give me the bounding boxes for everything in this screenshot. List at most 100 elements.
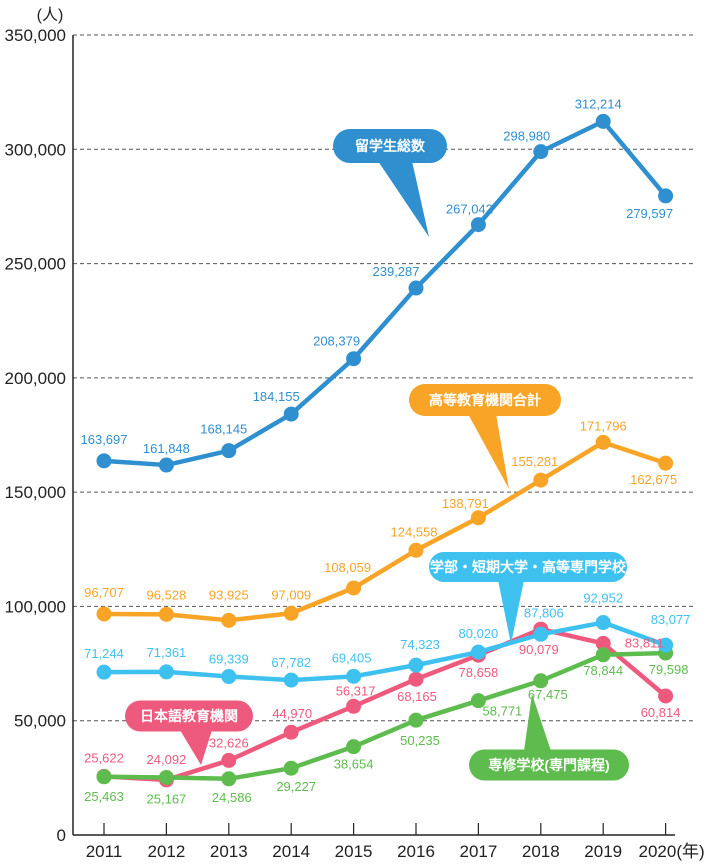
data-label: 69,339 [209,652,249,667]
data-label: 32,626 [209,735,249,750]
data-point-total [283,406,299,422]
data-label: 80,020 [459,626,499,641]
data-point-japanese-language [658,688,674,704]
data-point-higher-ed-total [221,612,237,628]
data-point-total [346,351,362,367]
callout-label: 留学生総数 [355,138,426,154]
series-undergrad-juniorcollege-kosen [96,615,674,688]
data-point-japanese-language [408,671,424,687]
data-point-total [408,280,424,296]
data-label: 208,379 [313,334,360,349]
data-point-japanese-language [221,752,237,768]
data-label: 279,597 [626,206,673,221]
data-point-total [595,113,611,129]
x-axis-tick-label: 2015 [335,842,373,861]
callout-label: 専修学校(専門課程) [488,757,609,773]
data-point-japanese-language [346,698,362,714]
callout-bubble [469,749,629,781]
data-point-senshu-gakko [283,760,299,776]
data-label-layer: 163,697 161,848 168,145 184,155 208,379 239,2… [81,96,691,806]
data-label: 184,155 [253,389,300,404]
data-point-undergrad-juniorcollege-kosen [408,657,424,673]
data-labels-japanese-language: 25,622 24,092 32,626 44,970 56,317 68,165 78,6… [84,635,680,767]
data-label: 124,558 [391,524,438,539]
data-point-senshu-gakko [470,693,486,709]
data-label: 161,848 [143,441,190,456]
data-label: 58,771 [483,704,523,719]
y-axis-tick-label: 0 [57,826,66,845]
data-label: 67,475 [528,687,568,702]
axes [72,35,675,836]
series-line-higher-ed-total [101,440,668,623]
series-line-senshu-gakko [101,650,668,782]
data-label: 71,361 [147,645,187,660]
data-label: 93,925 [209,587,249,602]
x-axis-tick-label: 2018 [522,842,560,861]
data-labels-senshu-gakko: 25,463 25,167 24,586 29,227 38,654 50,235 58,7… [84,662,688,806]
data-point-senshu-gakko [595,647,611,663]
data-label: 78,844 [583,663,623,678]
data-label: 87,806 [524,605,564,620]
series-line-japanese-language [101,626,668,783]
data-label: 44,970 [272,706,312,721]
callout-tail [378,161,429,237]
data-label: 312,214 [575,96,622,111]
data-point-senshu-gakko [408,712,424,728]
data-point-higher-ed-total [283,605,299,621]
callout-tail [498,580,524,644]
series-layer [96,113,674,788]
data-label: 67,782 [271,655,311,670]
series-higher-ed-total [96,434,674,628]
data-point-higher-ed-total [96,606,112,622]
data-point-undergrad-juniorcollege-kosen [533,626,549,642]
data-label: 168,145 [200,422,247,437]
callout-higher-ed-total: 高等教育機関合計 [409,384,561,489]
data-labels-total: 163,697 161,848 168,145 184,155 208,379 239,2… [81,96,674,456]
data-label: 56,317 [336,683,376,698]
data-point-senshu-gakko [158,769,174,785]
callout-japanese-language: 日本語教育機関 [125,700,253,765]
data-point-higher-ed-total [470,510,486,526]
data-point-senshu-gakko [221,771,237,787]
data-label: 25,463 [84,789,124,804]
callout-layer: 留学生総数高等教育機関合計学部・短期大学・高等専門学校日本語教育機関専修学校(専… [125,129,629,781]
data-point-undergrad-juniorcollege-kosen [346,668,362,684]
y-axis-tick-label: 100,000 [5,597,66,616]
data-label: 29,227 [276,779,316,794]
data-point-undergrad-juniorcollege-kosen [283,672,299,688]
data-label: 97,009 [271,587,311,602]
data-point-senshu-gakko [533,673,549,689]
data-label: 267,042 [446,202,493,217]
callout-label: 日本語教育機関 [140,708,238,724]
x-axis-tick-labels: 2011 2012 2013 2014 2015 2016 2017 2018 2019 2020… [86,842,705,861]
x-axis-tick-label: 2020(年) [639,842,705,861]
x-axis-tick-label: 2016 [397,842,435,861]
data-point-undergrad-juniorcollege-kosen [470,644,486,660]
data-point-undergrad-juniorcollege-kosen [96,664,112,680]
data-label: 298,980 [503,129,550,144]
data-point-undergrad-juniorcollege-kosen [221,669,237,685]
data-point-senshu-gakko [346,739,362,755]
y-axis-tick-label: 300,000 [5,140,66,159]
data-point-higher-ed-total [346,580,362,596]
x-axis-tick-label: 2012 [147,842,185,861]
callout-bubble [429,552,627,582]
data-point-undergrad-juniorcollege-kosen [658,637,674,653]
data-label: 239,287 [373,264,420,279]
data-label: 68,165 [397,689,437,704]
y-axis-tick-label: 50,000 [14,712,66,731]
data-point-higher-ed-total [658,455,674,471]
data-point-higher-ed-total [158,606,174,622]
data-point-total [96,453,112,469]
data-point-total [533,144,549,160]
callout-bubble [409,384,561,416]
callout-tail [180,730,212,765]
data-label: 155,281 [511,454,558,469]
callout-label: 学部・短期大学・高等専門学校 [430,559,627,575]
data-label: 78,658 [459,665,499,680]
callout-bubble [333,129,447,163]
data-label: 69,405 [332,650,372,665]
data-label: 96,528 [147,587,187,602]
